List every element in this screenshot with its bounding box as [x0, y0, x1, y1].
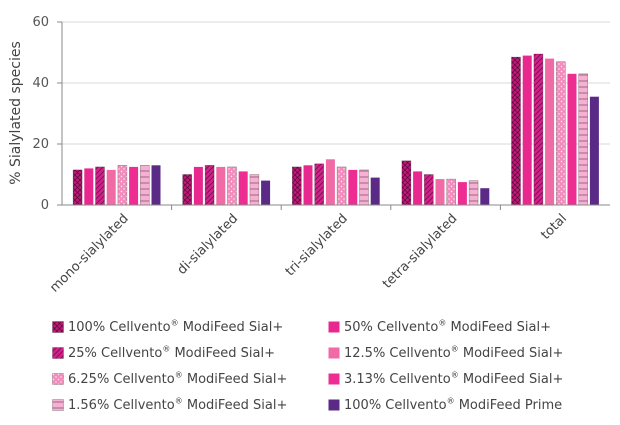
- bar-total-series-4: [545, 58, 555, 205]
- legend-swatch: [328, 347, 340, 359]
- bar-tri-sialylated-series-3: [314, 163, 325, 206]
- bar-di-sialylated-series-7: [249, 174, 260, 206]
- bar-mono-sialylated-series-4: [106, 169, 116, 205]
- legend-label: 50% Cellvento® ModiFeed Sial+: [344, 318, 551, 335]
- bar-mono-sialylated-series-1: [72, 169, 83, 206]
- legend-item: 12.5% Cellvento® ModiFeed Sial+: [328, 344, 563, 362]
- bar-tetra-sialylated-series-4: [435, 179, 445, 205]
- legend-label: 12.5% Cellvento® ModiFeed Sial+: [344, 344, 564, 361]
- legend-label: 25% Cellvento® ModiFeed Sial+: [68, 344, 275, 361]
- bar-tetra-sialylated-series-1: [401, 160, 412, 206]
- y-tick-label: 60: [32, 15, 49, 30]
- bar-mono-sialylated-series-2: [84, 168, 94, 205]
- legend-label: 3.13% Cellvento® ModiFeed Sial+: [344, 370, 564, 387]
- bars-layer: [72, 53, 599, 206]
- bar-total-series-1: [511, 56, 521, 206]
- bar-tetra-sialylated-series-7: [468, 180, 479, 206]
- bar-total-series-8: [589, 96, 599, 205]
- x-category-label: total: [538, 211, 570, 243]
- bar-di-sialylated-series-3: [204, 165, 215, 206]
- bar-di-sialylated-series-2: [193, 166, 203, 205]
- bar-di-sialylated-series-4: [216, 166, 226, 205]
- bar-mono-sialylated-series-7: [140, 165, 150, 206]
- x-category-label: tetra-sialylated: [380, 211, 460, 291]
- bar-mono-sialylated-series-3: [95, 166, 105, 206]
- legend-swatch: [52, 399, 64, 411]
- y-tick-label: 40: [32, 76, 49, 91]
- legend-item: 100% Cellvento® ModiFeed Sial+: [52, 318, 283, 336]
- legend-label: 1.56% Cellvento® ModiFeed Sial+: [68, 396, 288, 413]
- bar-tetra-sialylated-series-6: [457, 182, 467, 205]
- bar-mono-sialylated-series-5: [117, 165, 128, 206]
- bar-tri-sialylated-series-4: [325, 159, 335, 206]
- x-category-label: tri-sialylated: [283, 211, 351, 279]
- y-axis-title: % Sialylated species: [8, 41, 24, 184]
- bar-di-sialylated-series-6: [238, 171, 248, 205]
- bar-tri-sialylated-series-1: [291, 166, 302, 206]
- legend-item: 25% Cellvento® ModiFeed Sial+: [52, 344, 275, 362]
- bar-tri-sialylated-series-6: [348, 169, 358, 205]
- legend-swatch: [328, 373, 340, 385]
- y-tick-label: 20: [32, 137, 49, 152]
- legend-item: 1.56% Cellvento® ModiFeed Sial+: [52, 396, 287, 414]
- bar-total-series-6: [567, 73, 577, 205]
- bar-tri-sialylated-series-8: [370, 177, 380, 205]
- y-tick-label: 0: [41, 198, 49, 213]
- bar-total-series-7: [578, 73, 589, 206]
- legend-item: 100% Cellvento® ModiFeed Prime: [328, 396, 562, 414]
- legend-label: 6.25% Cellvento® ModiFeed Sial+: [68, 370, 288, 387]
- bar-tri-sialylated-series-5: [336, 166, 347, 206]
- bar-total-series-5: [555, 61, 566, 206]
- legend-swatch: [52, 347, 64, 359]
- legend-item: 50% Cellvento® ModiFeed Sial+: [328, 318, 551, 336]
- bar-di-sialylated-series-8: [261, 180, 271, 205]
- bar-di-sialylated-series-5: [227, 166, 237, 206]
- legend-label: 100% Cellvento® ModiFeed Sial+: [68, 318, 284, 335]
- bar-di-sialylated-series-1: [182, 174, 192, 206]
- legend-swatch: [328, 399, 340, 411]
- bar-tri-sialylated-series-2: [303, 165, 313, 205]
- x-category-label: mono-sialylated: [47, 211, 131, 295]
- bar-total-series-2: [522, 55, 532, 205]
- legend-swatch: [52, 373, 64, 385]
- legend-swatch: [52, 321, 64, 333]
- legend-swatch: [328, 321, 340, 333]
- bar-tetra-sialylated-series-5: [446, 178, 457, 206]
- legend-item: 6.25% Cellvento® ModiFeed Sial+: [52, 370, 287, 388]
- bar-mono-sialylated-series-6: [129, 166, 139, 205]
- bar-tri-sialylated-series-7: [359, 169, 369, 206]
- bar-tetra-sialylated-series-2: [413, 171, 423, 205]
- legend-label: 100% Cellvento® ModiFeed Prime: [344, 396, 563, 413]
- legend-item: 3.13% Cellvento® ModiFeed Sial+: [328, 370, 563, 388]
- bar-tetra-sialylated-series-3: [423, 174, 434, 206]
- bar-total-series-3: [533, 53, 544, 206]
- x-category-label: di-sialylated: [175, 211, 242, 278]
- bar-tetra-sialylated-series-8: [480, 188, 490, 205]
- bar-mono-sialylated-series-8: [151, 165, 161, 205]
